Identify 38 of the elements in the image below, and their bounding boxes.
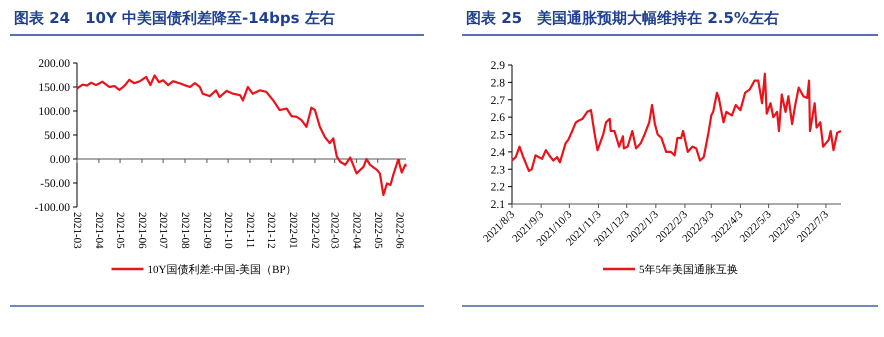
legend-item: 10Y国债利差:中国-美国（BP）	[112, 264, 297, 276]
y-tick-label: -50.00	[40, 178, 70, 190]
x-tick-label: 2021-04	[92, 212, 105, 250]
x-tick-label: 2022-02	[308, 212, 321, 249]
y-tick-label: 200.00	[38, 58, 70, 70]
x-tick-label: 2021-06	[136, 212, 148, 250]
y-tick-label: 2.2	[490, 182, 506, 194]
legend-label: 5年5年美国通胀互换	[639, 263, 738, 276]
y-tick-label: 2.4	[490, 146, 506, 159]
y-tick-label: 2.1	[490, 199, 506, 211]
x-tick-label: 2021-03	[71, 212, 83, 250]
x-tick-label: 2021-05	[114, 212, 126, 250]
chart-title: 图表 25 美国通胀预期大幅维持在 2.5%左右	[466, 9, 779, 27]
x-tick-label: 2021-07	[157, 212, 170, 250]
x-tick-label: 2021-11	[244, 212, 256, 248]
x-tick-label: 2022-05	[372, 212, 384, 250]
x-tick-label: 2021-12	[265, 212, 278, 249]
x-tick-label: 2022-06	[394, 212, 406, 250]
y-tick-label: 2.8	[490, 77, 506, 90]
y-tick-label: 2.3	[490, 164, 506, 176]
x-tick-label: 2022-03	[328, 212, 341, 250]
y-tick-label: 2.6	[490, 112, 506, 124]
y-tick-label: 2.7	[490, 94, 506, 107]
y-tick-label: 100.00	[38, 106, 70, 118]
y-tick-label: 150.00	[38, 82, 70, 94]
chart-title: 图表 24 10Y 中美国债利差降至-14bps 左右	[14, 9, 335, 27]
y-tick-label: 2.5	[490, 130, 506, 142]
legend-item: 5年5年美国通胀互换	[603, 264, 738, 276]
y-tick-label: 50.00	[44, 130, 70, 142]
x-tick-label: 2022-04	[350, 212, 363, 250]
x-tick-label: 2021-10	[222, 212, 234, 250]
x-tick-label: 2021-09	[200, 212, 213, 250]
x-tick-label: 2021-08	[179, 212, 192, 250]
x-tick-label: 2022-01	[287, 212, 300, 249]
y-tick-label: 2.9	[490, 60, 506, 72]
legend-label: 10Y国债利差:中国-美国（BP）	[148, 263, 297, 276]
y-tick-label: 0.00	[50, 154, 70, 166]
y-tick-label: -100.00	[34, 202, 70, 214]
